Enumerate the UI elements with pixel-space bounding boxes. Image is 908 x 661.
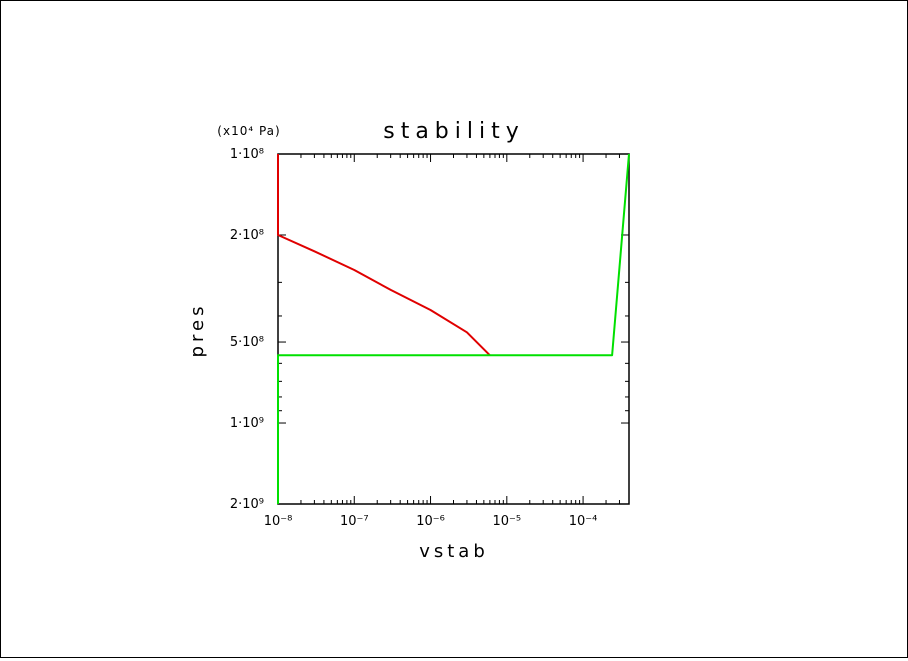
- plot-frame: [277, 153, 630, 505]
- y-tick-label: 1·10⁹: [230, 416, 264, 431]
- y-tick-label: 5·10⁸: [230, 335, 264, 350]
- chart-title: stability: [383, 119, 525, 144]
- y-axis-label: pres: [187, 303, 208, 358]
- y-tick-label: 1·10⁸: [230, 147, 264, 162]
- x-axis-label: vstab: [419, 541, 489, 562]
- series-line-2: [277, 153, 630, 504]
- x-tick-label: 10⁻⁷: [340, 514, 369, 529]
- y-axis-unit: (x10⁴ Pa): [217, 124, 280, 138]
- x-tick-label: 10⁻⁶: [416, 514, 445, 529]
- series-line-1: [277, 154, 491, 357]
- y-tick-label: 2·10⁹: [230, 497, 264, 512]
- y-tick-label: 2·10⁸: [230, 228, 264, 243]
- x-tick-label: 10⁻⁵: [492, 514, 521, 529]
- x-tick-label: 10⁻⁸: [264, 514, 293, 529]
- x-tick-label: 10⁻⁴: [569, 514, 598, 529]
